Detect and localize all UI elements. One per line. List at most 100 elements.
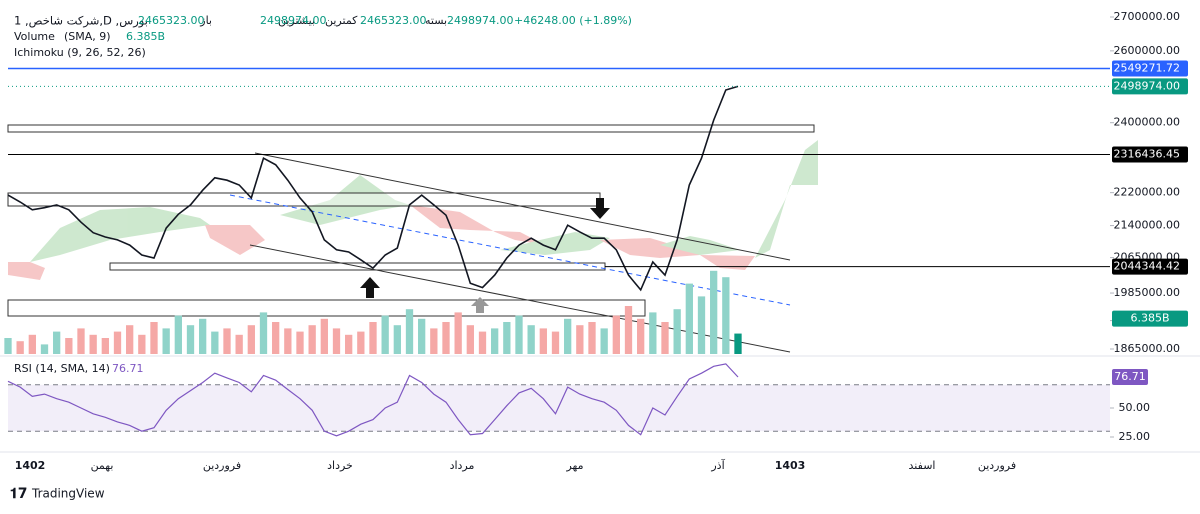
logo: 𝟏7 xyxy=(10,486,28,502)
symbol: 1 ,شرکت شاخص,D ,بورس xyxy=(14,14,148,29)
volume-bar xyxy=(162,328,170,354)
rsi-label-box xyxy=(1112,369,1148,386)
volume-bar xyxy=(564,318,572,354)
volume-bar xyxy=(150,322,158,354)
volume-bar xyxy=(576,325,584,354)
high: 2498974.00 xyxy=(260,14,326,27)
x-tick-label: فروردین xyxy=(203,459,241,472)
y-tick-label: 50.00 xyxy=(1119,401,1151,414)
open: 2465323.00 xyxy=(138,14,204,27)
volume-bar xyxy=(65,338,73,354)
volume-bar xyxy=(332,328,341,354)
volume-bar xyxy=(16,341,24,354)
ichimoku-cloud xyxy=(8,140,818,280)
y-tick-label: 2220000.00 xyxy=(1114,186,1180,199)
y-tick-label: 2400000.00 xyxy=(1114,116,1180,129)
volume-bar xyxy=(661,322,669,354)
volume-params: (SMA, 9) xyxy=(64,30,111,43)
x-tick-label: مرداد xyxy=(450,459,475,472)
volume-bar xyxy=(174,315,182,354)
volume-bar xyxy=(369,322,377,354)
price-label: 2316436.45 xyxy=(1114,147,1180,160)
y-tick-label: 2700000.00 xyxy=(1114,10,1180,23)
volume-bar xyxy=(430,328,438,354)
price-label-box xyxy=(1112,146,1188,163)
ichimoku: Ichimoku (9, 26, 52, 26) xyxy=(14,46,146,59)
volume-bar xyxy=(357,331,365,354)
volume-bar xyxy=(345,334,353,354)
y-tick-label: 2600000.00 xyxy=(1114,44,1180,57)
volume-bar xyxy=(223,328,231,354)
volume-bar xyxy=(697,296,706,354)
volume-bar xyxy=(381,315,389,354)
close: 2498974.00 xyxy=(447,14,513,27)
trend-line xyxy=(254,152,791,261)
zone xyxy=(7,124,815,133)
volume-bar xyxy=(734,333,742,354)
volume-bar xyxy=(247,325,255,354)
volume-bar xyxy=(40,344,49,354)
zone xyxy=(7,299,646,317)
volume-bar xyxy=(89,334,97,354)
volume-bar xyxy=(199,318,207,354)
price-label-box xyxy=(1112,60,1188,77)
arrow-down xyxy=(590,198,610,219)
volume-bar xyxy=(28,334,36,354)
x-tick-label: بهمن xyxy=(91,459,114,472)
volume-bar xyxy=(685,283,693,354)
volume-bar xyxy=(53,331,61,354)
x-tick-label: 1403 xyxy=(775,459,806,472)
x-tick-label: اسفند xyxy=(909,459,936,472)
volume-bar xyxy=(710,270,718,354)
volume-bar xyxy=(101,338,109,354)
price-label-box xyxy=(1112,258,1188,275)
volume-bar xyxy=(539,328,547,354)
price-label: 2044344.42 xyxy=(1114,260,1180,273)
volume-bar xyxy=(418,318,426,354)
volume-bar xyxy=(527,325,535,354)
volume-bar xyxy=(503,322,511,354)
x-tick-label: مهر xyxy=(565,459,583,472)
volume-bar xyxy=(454,312,462,354)
price-label: 2549271.72 xyxy=(1114,62,1180,75)
y-tick-label: 1865000.00 xyxy=(1114,342,1180,355)
volume-bar xyxy=(126,325,134,354)
arrows xyxy=(360,198,610,313)
volume-label: 6.385B xyxy=(1130,312,1169,325)
change: +46248.00 (+1.89%) xyxy=(514,14,632,27)
rsi-label: 76.71 xyxy=(1114,370,1146,383)
volume-bar xyxy=(320,318,328,354)
rsi-band xyxy=(8,384,1110,432)
volume-bar xyxy=(442,322,450,354)
volume-bar xyxy=(77,328,85,354)
low-label: کمترین xyxy=(325,14,358,27)
volume-bar xyxy=(612,315,620,354)
footer: 𝟏7 TradingView xyxy=(10,486,105,502)
price-label-box xyxy=(1112,78,1188,95)
volume-bar xyxy=(588,322,596,354)
high-label: بیشترین xyxy=(278,14,315,27)
y-tick-label: 2140000.00 xyxy=(1114,219,1180,232)
open-label: باز xyxy=(199,14,212,27)
volume-bar xyxy=(637,318,645,354)
volume-bar xyxy=(235,334,243,354)
low: 2465323.00 xyxy=(360,14,426,27)
volume-bar xyxy=(4,338,12,354)
volume-bar xyxy=(272,322,280,354)
y-tick-label: 25.00 xyxy=(1119,430,1151,443)
volume-bar xyxy=(515,315,523,354)
x-tick-label: فروردین xyxy=(978,459,1016,472)
footer-text: TradingView xyxy=(31,487,105,501)
price-line xyxy=(7,85,739,292)
volume-bar xyxy=(466,325,474,354)
price-label: 2498974.00 xyxy=(1114,79,1180,92)
volume-value: 6.385B xyxy=(126,30,165,43)
volume-bar xyxy=(600,328,608,354)
volume-bar xyxy=(259,312,268,354)
volume-bar xyxy=(722,277,730,354)
volume-bar xyxy=(138,334,146,354)
volume-bar xyxy=(296,331,304,354)
volume-bar xyxy=(478,331,487,354)
volume-bar xyxy=(491,328,499,354)
